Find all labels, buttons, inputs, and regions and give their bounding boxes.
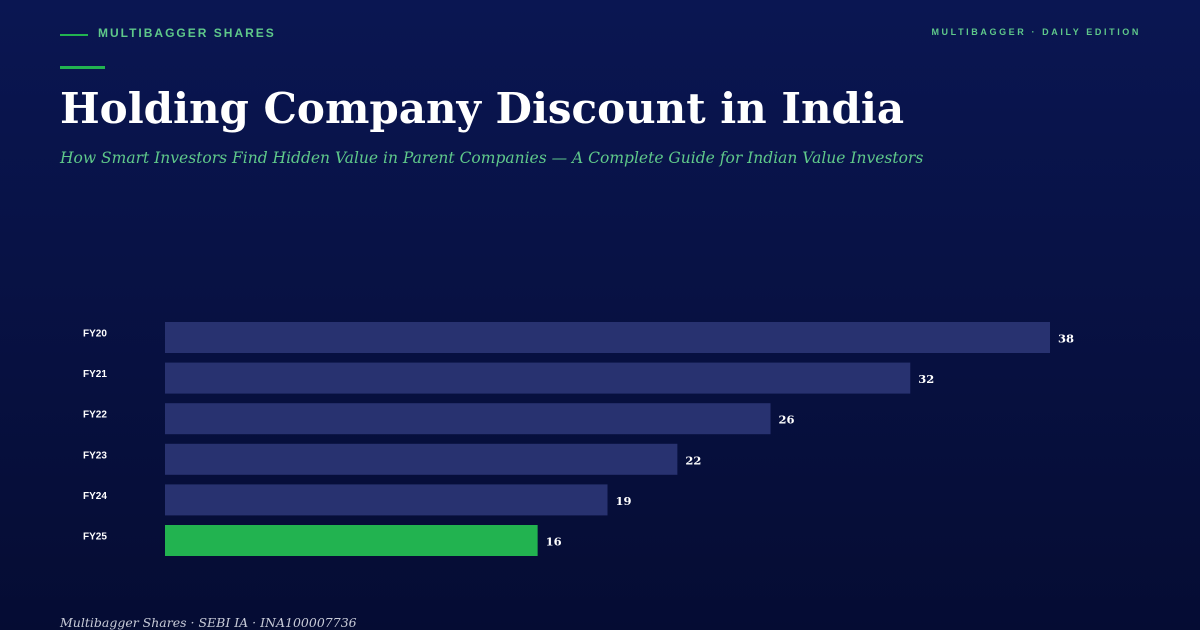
value-label: 32 [918,372,934,386]
category-label: FY25 [83,532,107,543]
value-label: 38 [1058,332,1074,346]
value-label: 22 [685,453,701,467]
chart-subtitle: How Smart Investors Find Hidden Value in… [59,149,923,167]
plot: FY20 38 FY21 32 FY22 26 FY23 22 FY24 19 FY25 16 [83,322,1074,556]
bar [165,443,678,475]
category-label: FY20 [83,329,107,340]
category-label: FY23 [83,450,107,461]
chart-title: Holding Company Discount in India [60,84,904,133]
bar [165,362,911,394]
value-label: 19 [616,494,632,508]
category-label: FY21 [83,369,107,380]
value-label: 16 [546,535,562,549]
edition: MULTIBAGGER · DAILY EDITION [931,27,1141,37]
bar [165,403,771,435]
bar [165,525,538,556]
accent-rule [60,66,105,69]
value-label: 26 [779,413,795,427]
bar [165,484,608,516]
category-label: FY22 [83,410,107,421]
footer: Multibagger Shares · SEBI IA · INA100007… [59,615,357,630]
bar [165,322,1050,353]
category-label: FY24 [83,491,107,502]
brand: MULTIBAGGER SHARES [98,26,276,40]
